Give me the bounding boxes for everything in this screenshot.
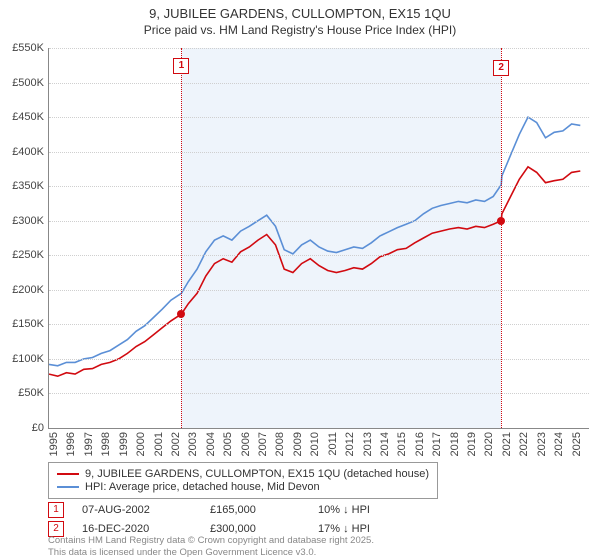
chart-title-block: 9, JUBILEE GARDENS, CULLOMPTON, EX15 1QU… [0, 0, 600, 37]
sale-vline-1 [181, 48, 182, 428]
y-tick-label: £400K [0, 146, 44, 158]
y-tick-label: £150K [0, 318, 44, 330]
title-sub: Price paid vs. HM Land Registry's House … [0, 23, 600, 37]
sale-dot-1 [177, 310, 185, 318]
x-tick-label: 2002 [170, 432, 182, 456]
x-tick-label: 2012 [344, 432, 356, 456]
footer-line-2: This data is licensed under the Open Gov… [48, 547, 374, 558]
sale-pct-1: 10% ↓ HPI [318, 504, 428, 516]
sale-marker-box-1: 1 [173, 58, 189, 74]
legend-swatch-property [57, 473, 79, 475]
sale-price-2: £300,000 [210, 523, 300, 535]
sale-marker-1: 1 [48, 502, 64, 518]
x-tick-label: 2022 [518, 432, 530, 456]
plot: 12 [48, 48, 589, 429]
x-tick-label: 2007 [257, 432, 269, 456]
y-tick-label: £300K [0, 215, 44, 227]
x-tick-label: 2025 [571, 432, 583, 456]
legend-row-1: 9, JUBILEE GARDENS, CULLOMPTON, EX15 1QU… [57, 468, 429, 480]
x-tick-label: 2001 [153, 432, 165, 456]
legend: 9, JUBILEE GARDENS, CULLOMPTON, EX15 1QU… [48, 462, 438, 499]
y-tick-label: £0 [0, 422, 44, 434]
x-tick-label: 2017 [431, 432, 443, 456]
y-gridline [49, 359, 589, 360]
x-tick-label: 2016 [414, 432, 426, 456]
sale-marker-box-2: 2 [493, 60, 509, 76]
x-tick-label: 2009 [292, 432, 304, 456]
chart-area: 12 £0£50K£100K£150K£200K£250K£300K£350K£… [48, 48, 588, 428]
x-tick-label: 2006 [240, 432, 252, 456]
line-svg [49, 48, 589, 428]
x-tick-label: 1997 [83, 432, 95, 456]
x-tick-label: 1998 [100, 432, 112, 456]
x-tick-label: 2011 [327, 432, 339, 456]
footer: Contains HM Land Registry data © Crown c… [48, 535, 374, 558]
sale-vline-2 [501, 48, 502, 428]
x-tick-label: 2019 [466, 432, 478, 456]
y-tick-label: £200K [0, 284, 44, 296]
sale-dot-2 [497, 217, 505, 225]
y-tick-label: £550K [0, 42, 44, 54]
y-tick-label: £500K [0, 77, 44, 89]
y-tick-label: £250K [0, 249, 44, 261]
x-tick-label: 2005 [222, 432, 234, 456]
x-tick-label: 2008 [274, 432, 286, 456]
legend-label-hpi: HPI: Average price, detached house, Mid … [85, 481, 320, 493]
x-tick-label: 1999 [118, 432, 130, 456]
legend-row-2: HPI: Average price, detached house, Mid … [57, 481, 429, 493]
y-gridline [49, 221, 589, 222]
sale-pct-2: 17% ↓ HPI [318, 523, 428, 535]
y-gridline [49, 83, 589, 84]
x-tick-label: 2021 [501, 432, 513, 456]
x-tick-label: 1996 [65, 432, 77, 456]
y-gridline [49, 290, 589, 291]
x-tick-label: 2015 [396, 432, 408, 456]
x-tick-label: 2020 [483, 432, 495, 456]
x-tick-label: 1995 [48, 432, 60, 456]
y-tick-label: £50K [0, 387, 44, 399]
x-tick-label: 2018 [449, 432, 461, 456]
x-tick-label: 2010 [309, 432, 321, 456]
y-gridline [49, 152, 589, 153]
y-tick-label: £450K [0, 111, 44, 123]
y-tick-label: £100K [0, 353, 44, 365]
footer-line-1: Contains HM Land Registry data © Crown c… [48, 535, 374, 546]
y-gridline [49, 48, 589, 49]
sale-price-1: £165,000 [210, 504, 300, 516]
y-gridline [49, 255, 589, 256]
x-tick-label: 2024 [553, 432, 565, 456]
x-tick-label: 2004 [205, 432, 217, 456]
sale-date-1: 07-AUG-2002 [82, 504, 192, 516]
sales-row-1: 1 07-AUG-2002 £165,000 10% ↓ HPI [48, 502, 428, 518]
y-gridline [49, 324, 589, 325]
x-tick-label: 2023 [536, 432, 548, 456]
y-gridline [49, 117, 589, 118]
y-tick-label: £350K [0, 180, 44, 192]
x-tick-label: 2013 [362, 432, 374, 456]
x-tick-label: 2014 [379, 432, 391, 456]
y-gridline [49, 393, 589, 394]
title-main: 9, JUBILEE GARDENS, CULLOMPTON, EX15 1QU [0, 6, 600, 21]
legend-swatch-hpi [57, 486, 79, 488]
legend-label-property: 9, JUBILEE GARDENS, CULLOMPTON, EX15 1QU… [85, 468, 429, 480]
sale-date-2: 16-DEC-2020 [82, 523, 192, 535]
y-gridline [49, 186, 589, 187]
x-tick-label: 2003 [187, 432, 199, 456]
x-tick-label: 2000 [135, 432, 147, 456]
